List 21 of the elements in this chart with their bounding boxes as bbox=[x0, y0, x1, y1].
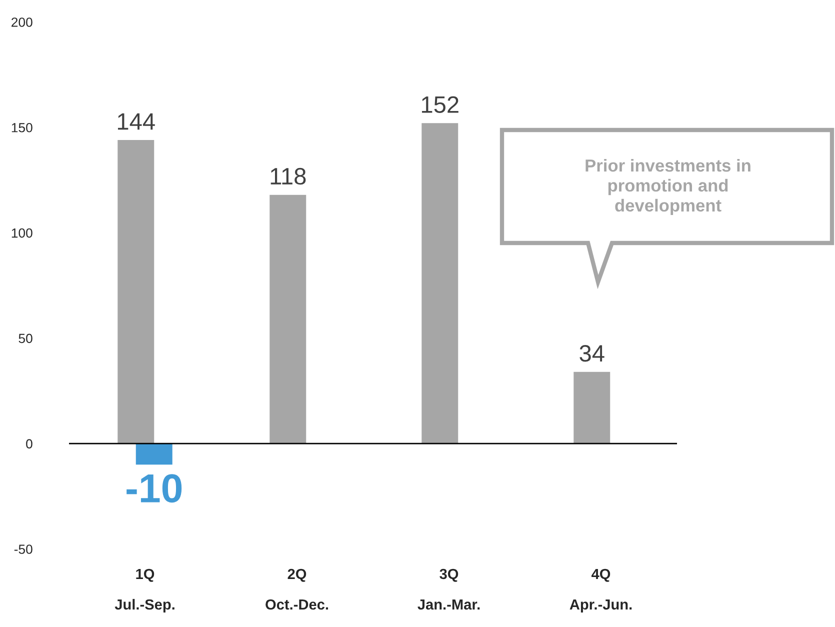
data-label: -10 bbox=[126, 474, 182, 503]
y-tick-label: 150 bbox=[12, 122, 32, 132]
data-label: 152 bbox=[422, 96, 458, 113]
bar bbox=[136, 444, 172, 465]
annotation: Prior investments in promotion and development bbox=[586, 158, 750, 216]
y-tick-label: 200 bbox=[12, 18, 32, 27]
bar bbox=[270, 194, 306, 444]
y-tick-label: 50 bbox=[18, 334, 32, 344]
y-tick-label: 100 bbox=[12, 228, 32, 238]
data-label: 34 bbox=[580, 344, 604, 362]
x-tick-label: 1Q Jul.-Sep. bbox=[114, 568, 174, 613]
bar bbox=[118, 140, 154, 444]
data-label: 118 bbox=[270, 168, 306, 185]
bar bbox=[574, 372, 610, 444]
x-tick-label: 2Q Oct.-Dec. bbox=[266, 568, 328, 610]
y-tick-label: -50 bbox=[14, 544, 32, 554]
y-tick-label: 0 bbox=[26, 439, 32, 449]
category-label: 4Q Apr.-Jun. bbox=[570, 568, 632, 613]
bar bbox=[422, 123, 458, 444]
data-label: 144 bbox=[118, 113, 155, 130]
category-label: 3Q Jan.-Mar. bbox=[418, 568, 480, 610]
